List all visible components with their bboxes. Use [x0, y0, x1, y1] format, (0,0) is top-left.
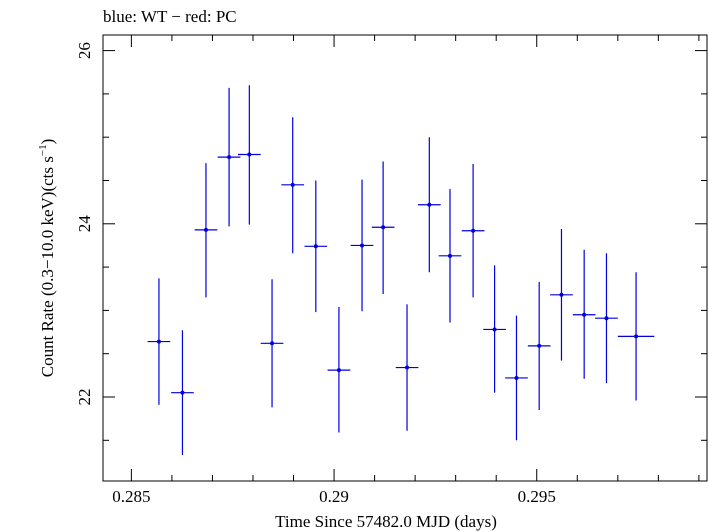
point-marker [537, 343, 542, 348]
data-point [505, 315, 528, 441]
y-axis-label-close: ) [38, 139, 57, 145]
point-marker [180, 390, 185, 395]
point-marker [247, 152, 252, 157]
data-point [417, 137, 441, 273]
y-axis-label-main: Count Rate (0.3−10.0 keV)(cts s [38, 156, 57, 377]
point-marker [582, 312, 587, 317]
y-axis-label-superscript: −1 [37, 144, 49, 156]
data-point [147, 278, 171, 405]
data-point [395, 304, 419, 431]
data-point [527, 281, 551, 410]
point-marker [156, 339, 161, 344]
x-tick-label: 0.295 [518, 487, 556, 506]
point-marker [360, 243, 365, 248]
point-marker [447, 253, 452, 258]
data-point [595, 253, 618, 384]
data-point [327, 306, 351, 433]
data-points [147, 85, 655, 456]
chart-title: blue: WT − red: PC [103, 7, 237, 26]
point-marker [203, 227, 208, 232]
data-point [194, 163, 218, 298]
point-marker [514, 375, 519, 380]
point-marker [381, 225, 386, 230]
data-point [550, 228, 573, 361]
y-tick-label: 22 [75, 388, 94, 405]
point-marker [427, 202, 432, 207]
point-marker [336, 368, 341, 373]
point-marker [270, 341, 275, 346]
point-marker [471, 228, 476, 233]
y-axis-label: Count Rate (0.3−10.0 keV)(cts s−1) [37, 139, 57, 378]
x-tick-label: 0.285 [112, 487, 150, 506]
point-marker [492, 327, 497, 332]
point-marker [405, 365, 410, 370]
x-axis-ticks: 0.285 0.29 0.295 [112, 35, 700, 506]
data-point [572, 249, 596, 379]
plot-frame [102, 34, 708, 482]
point-marker [313, 244, 318, 249]
y-tick-label: 26 [75, 42, 94, 59]
y-tick-label: 24 [75, 215, 94, 233]
point-marker [290, 182, 295, 187]
point-marker [604, 316, 609, 321]
point-marker [559, 292, 564, 297]
data-point [237, 85, 261, 225]
data-point [217, 87, 241, 227]
data-point [371, 161, 395, 294]
point-marker [227, 155, 232, 160]
data-point [171, 330, 194, 456]
data-point [617, 272, 655, 401]
y-axis-ticks: 22 24 26 [75, 42, 707, 441]
x-axis-label: Time Since 57482.0 MJD (days) [275, 512, 497, 531]
x-tick-label: 0.29 [319, 487, 349, 506]
data-point [304, 180, 328, 313]
data-point [461, 164, 485, 298]
data-point [281, 117, 305, 254]
data-point [350, 179, 374, 312]
data-point [483, 265, 506, 393]
data-point [438, 189, 462, 323]
point-marker [634, 334, 639, 339]
data-point [260, 279, 284, 408]
